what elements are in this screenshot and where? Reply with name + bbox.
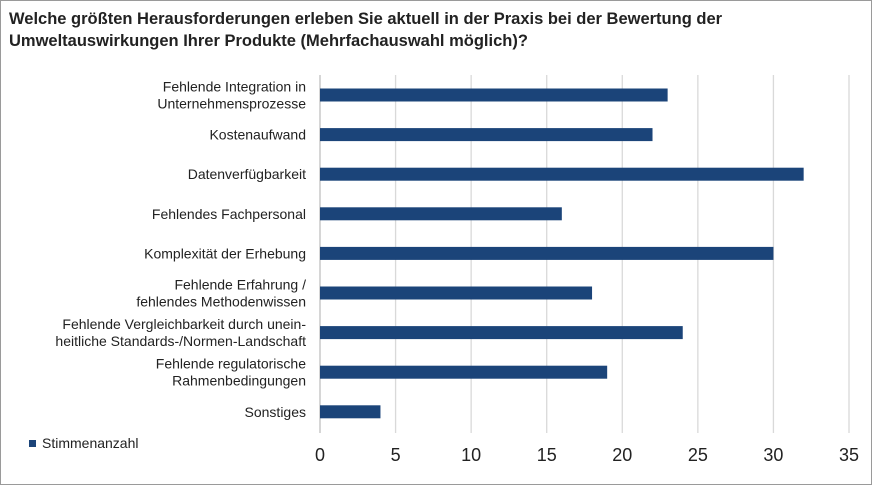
- category-label: Kostenaufwand: [209, 127, 306, 143]
- category-label: Fehlende Erfahrung /: [174, 277, 306, 293]
- bar: [320, 246, 774, 260]
- category-label: Unternehmensprozesse: [157, 96, 306, 112]
- legend-label: Stimmenanzahl: [42, 435, 139, 451]
- x-tick-label: 15: [537, 445, 557, 465]
- bar: [320, 365, 608, 379]
- bar: [320, 88, 668, 102]
- category-label: Komplexität der Erhebung: [144, 245, 306, 261]
- x-tick-label: 5: [391, 445, 401, 465]
- category-label: Sonstiges: [245, 404, 306, 420]
- category-label: Fehlende Vergleichbarkeit durch unein-: [62, 316, 306, 332]
- category-label: fehlendes Methodenwissen: [136, 294, 306, 310]
- x-tick-label: 0: [315, 445, 325, 465]
- x-tick-label: 25: [688, 445, 708, 465]
- category-label: heitliche Standards-/Normen-Landschaft: [55, 333, 306, 349]
- bar: [320, 167, 804, 181]
- chart-title: Welche größten Herausforderungen erleben…: [9, 10, 723, 50]
- bar: [320, 128, 653, 142]
- category-label: Rahmenbedingungen: [172, 373, 306, 389]
- legend-swatch: [29, 439, 36, 447]
- category-label: Fehlendes Fachpersonal: [152, 206, 306, 222]
- bar: [320, 286, 593, 300]
- category-label: Fehlende Integration in: [163, 79, 306, 95]
- legend: Stimmenanzahl: [29, 435, 139, 451]
- category-label: Datenverfügbarkeit: [188, 166, 306, 182]
- category-label: Fehlende regulatorische: [156, 356, 306, 372]
- x-tick-label: 35: [839, 445, 859, 465]
- bar: [320, 326, 683, 340]
- bar: [320, 207, 562, 221]
- x-tick-label: 20: [612, 445, 632, 465]
- bar: [320, 405, 381, 419]
- x-tick-label: 30: [763, 445, 783, 465]
- x-tick-label: 10: [461, 445, 481, 465]
